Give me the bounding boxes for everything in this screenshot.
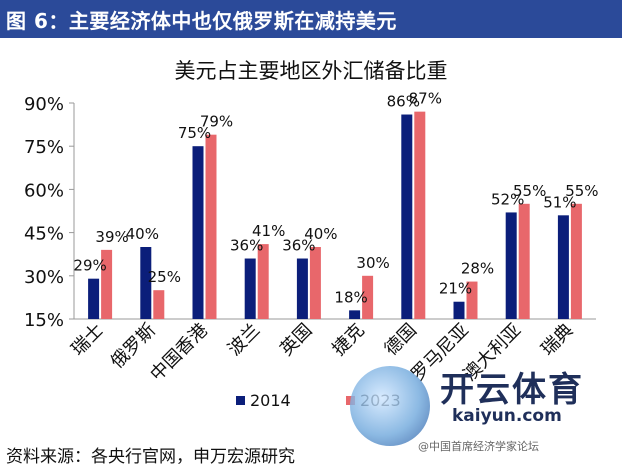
data-label: 30%: [356, 254, 389, 272]
data-label: 29%: [73, 257, 106, 275]
watermark-sub: @中国首席经济学家论坛: [418, 440, 539, 453]
data-label: 41%: [252, 222, 285, 240]
figure-title-bar: 图 6：主要经济体中也仅俄罗斯在减持美元: [0, 0, 622, 38]
data-label: 25%: [148, 268, 181, 286]
bar-2023-捷克: [362, 275, 374, 319]
bar-2023-德国: [414, 111, 426, 319]
bar-2014-俄罗斯: [140, 247, 152, 319]
data-label: 55%: [513, 182, 546, 200]
source-note: 资料来源：各央行官网，申万宏源研究: [6, 447, 295, 467]
data-label: 36%: [282, 237, 315, 255]
bar-2014-瑞典: [557, 215, 569, 319]
legend-swatch-2023: [346, 396, 355, 405]
x-category-label: 瑞典: [537, 320, 577, 360]
x-category-label: 澳大利亚: [459, 320, 525, 386]
data-label: 87%: [409, 90, 442, 108]
legend-swatch-2014: [236, 396, 245, 405]
x-category-label: 瑞士: [67, 320, 107, 360]
y-tick-label: 30%: [24, 267, 64, 288]
bar-2023-瑞典: [570, 203, 582, 319]
bar-2014-波兰: [244, 258, 256, 319]
data-label: 28%: [461, 260, 494, 278]
chart-bars: [88, 111, 582, 320]
bar-2014-罗马尼亚: [453, 301, 465, 319]
bar-2023-澳大利亚: [518, 203, 530, 319]
figure-title: 图 6：主要经济体中也仅俄罗斯在减持美元: [6, 8, 397, 33]
data-label: 79%: [200, 113, 233, 131]
bar-2014-英国: [296, 258, 308, 319]
legend-label-2014: 2014: [250, 391, 291, 410]
x-category-label: 中国香港: [146, 320, 212, 386]
bar-2014-捷克: [349, 310, 361, 319]
bar-2014-澳大利亚: [505, 212, 517, 319]
bar-2023-俄罗斯: [153, 290, 165, 319]
y-tick-label: 90%: [24, 94, 64, 115]
legend-label-2023: 2023: [360, 391, 401, 410]
chart-legend: 2014 2023: [236, 391, 401, 410]
data-label: 40%: [126, 225, 159, 243]
x-category-label: 英国: [276, 320, 316, 360]
bar-2014-中国香港: [192, 146, 204, 319]
x-category-label: 捷克: [328, 320, 368, 360]
x-category-label: 波兰: [224, 320, 264, 360]
x-category-label: 德国: [381, 320, 421, 360]
data-label: 18%: [334, 288, 367, 306]
data-label: 21%: [439, 280, 472, 298]
data-label: 52%: [491, 190, 524, 208]
bar-2023-罗马尼亚: [466, 281, 478, 319]
bar-chart: 美元占主要地区外汇储备比重 15%30%45%60%75%90% 29%39%4…: [24, 59, 599, 410]
y-tick-label: 45%: [24, 224, 64, 245]
bar-2014-德国: [401, 114, 413, 320]
data-label: 51%: [543, 193, 576, 211]
y-tick-label: 75%: [24, 137, 64, 158]
data-label: 75%: [178, 124, 211, 142]
data-label: 55%: [565, 182, 598, 200]
chart-data-labels: 29%39%40%25%75%79%36%41%36%40%18%30%86%8…: [73, 90, 598, 307]
chart-title: 美元占主要地区外汇储备比重: [175, 59, 448, 83]
data-label: 36%: [230, 237, 263, 255]
data-label: 86%: [387, 93, 420, 111]
bar-2023-瑞士: [101, 249, 113, 319]
data-label: 40%: [304, 225, 337, 243]
y-tick-label: 60%: [24, 180, 64, 201]
bar-2023-波兰: [257, 244, 269, 319]
y-tick-label: 15%: [24, 310, 64, 331]
data-label: 39%: [95, 228, 128, 246]
bar-2023-中国香港: [205, 134, 217, 319]
bar-2014-瑞士: [88, 278, 100, 319]
bar-2023-英国: [309, 247, 321, 319]
